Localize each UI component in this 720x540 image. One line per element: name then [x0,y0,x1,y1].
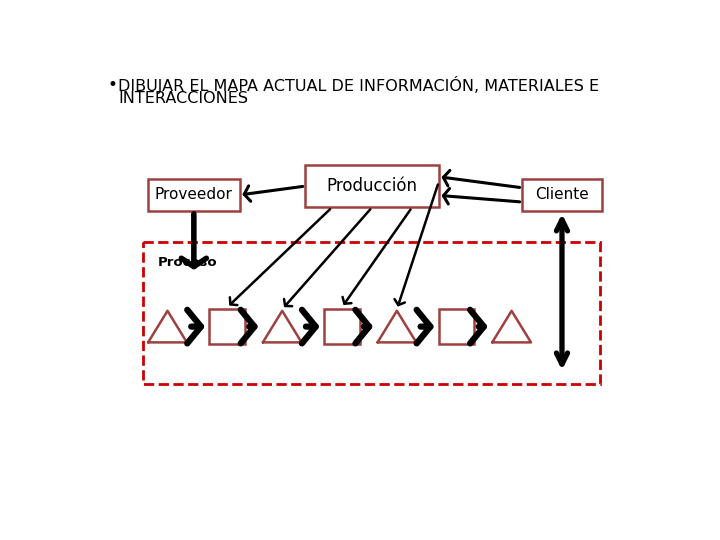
Bar [210,309,245,345]
Bar [148,179,240,211]
Bar [523,179,601,211]
Text: Proveedor: Proveedor [155,187,233,202]
Bar [324,309,360,345]
Text: Cliente: Cliente [535,187,589,202]
Bar [438,309,474,345]
Text: INTERACCIONES: INTERACCIONES [118,91,248,106]
Text: •: • [107,76,117,94]
Bar [305,165,438,207]
Text: DIBUJAR EL MAPA ACTUAL DE INFORMACIÓN, MATERIALES E: DIBUJAR EL MAPA ACTUAL DE INFORMACIÓN, M… [118,76,599,94]
Text: Producción: Producción [327,177,418,195]
Bar [143,242,600,384]
Text: Proceso: Proceso [157,256,217,269]
